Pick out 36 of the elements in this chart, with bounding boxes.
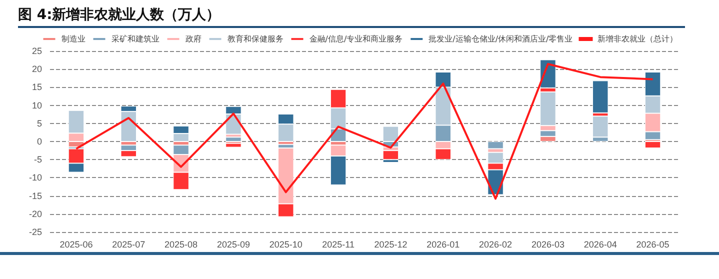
y-tick-label: 5 <box>36 118 42 128</box>
x-tick-label: 2025-08 <box>164 240 198 250</box>
x-tick-label: 2025-11 <box>322 240 354 250</box>
x-tick-label: 2025-12 <box>374 240 408 250</box>
legend-label: 制造业 <box>61 34 86 44</box>
y-tick-label: 0 <box>36 136 42 146</box>
legend-label: 新增非农就业（总计） <box>598 34 678 44</box>
legend-label: 批发业/运输仓储业/休闲和酒店业/零售业 <box>428 34 573 44</box>
legend-label: 政府 <box>185 34 202 44</box>
legend-label: 教育和保健服务 <box>227 34 284 44</box>
bar <box>382 150 399 160</box>
y-tick-label: 25 <box>32 46 42 56</box>
x-tick-label: 2025-07 <box>112 240 146 250</box>
legend-label: 采矿和建筑业 <box>111 34 160 44</box>
y-tick-label: 10 <box>32 100 42 110</box>
x-tick-label: 2025-09 <box>216 240 250 250</box>
y-tick-label: -25 <box>28 227 42 237</box>
y-tick-label: -15 <box>28 190 42 201</box>
x-tick-label: 2026-05 <box>636 240 670 250</box>
x-tick-label: 2026-03 <box>531 240 564 250</box>
y-tick-label: -5 <box>34 154 42 165</box>
x-tick-label: 2025-10 <box>269 240 302 250</box>
bar <box>592 116 608 138</box>
x-tick-label: 2025-06 <box>60 240 93 250</box>
chart-title: 图 4:新增非农就业人数（万人） <box>18 0 685 28</box>
line-series <box>75 63 654 200</box>
y-tick-label: 15 <box>32 82 42 92</box>
bar <box>592 80 608 113</box>
legend-label: 金融/信息/专业和商业服务 <box>309 34 403 44</box>
x-tick-label: 2026-01 <box>426 240 460 250</box>
x-tick-label: 2026-04 <box>584 240 617 250</box>
y-tick-label: -20 <box>28 208 42 219</box>
x-tick-label: 2026-02 <box>479 240 512 250</box>
y-tick-label: -10 <box>28 172 42 183</box>
bar <box>488 142 504 149</box>
y-tick-label: 20 <box>32 64 42 74</box>
